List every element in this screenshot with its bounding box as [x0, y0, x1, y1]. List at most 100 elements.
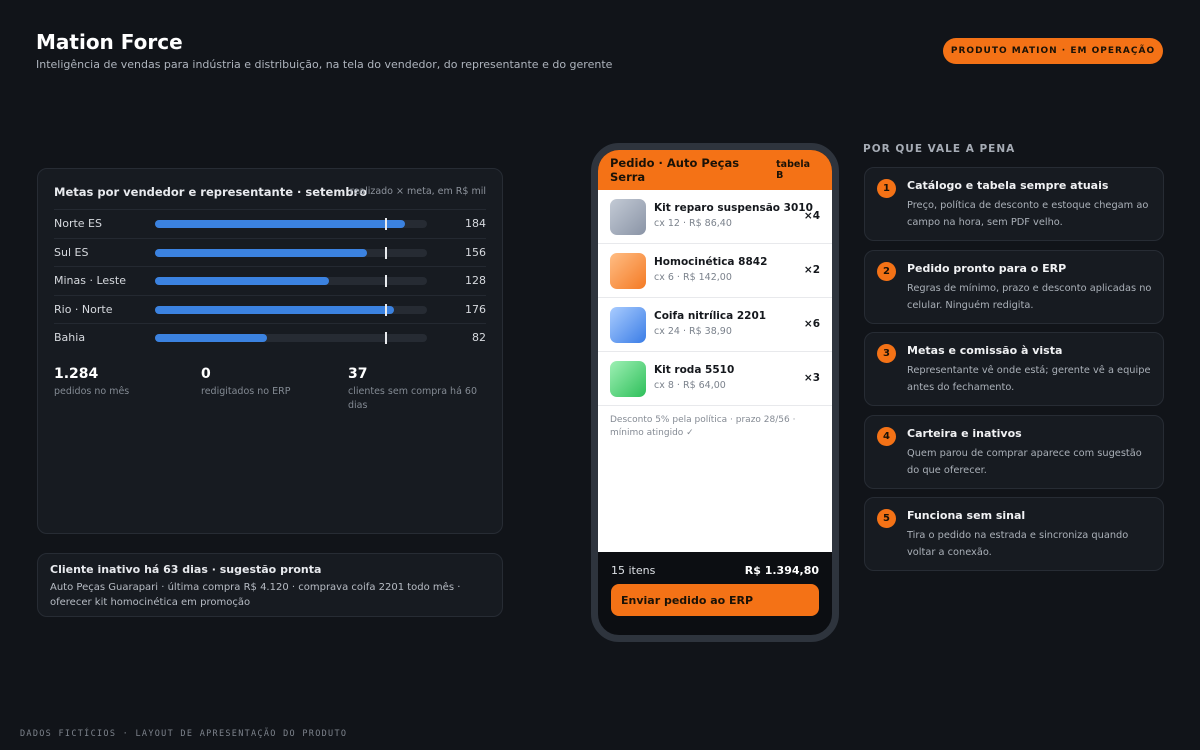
- status-badge: PRODUTO MATION · EM OPERAÇÃO: [943, 38, 1163, 64]
- benefit-title: Metas e comissão à vista: [907, 344, 1063, 357]
- order-item: Homocinética 8842 cx 6 · R$ 142,00 ×2: [598, 244, 832, 298]
- target-marker: [385, 332, 388, 344]
- price-table: tabela B: [776, 159, 811, 181]
- section-heading: POR QUE VALE A PENA: [863, 143, 1016, 155]
- row-value: 156: [465, 245, 486, 259]
- order-total: R$ 1.394,80: [744, 564, 819, 577]
- benefit-text: Regras de mínimo, prazo e desconto aplic…: [907, 282, 1152, 311]
- order-list: Kit reparo suspensão 3010 cx 12 · R$ 86,4…: [598, 190, 832, 552]
- benefit-card: 2 Pedido pronto para o ERP Regras de mínim…: [864, 249, 1164, 324]
- benefit-card: 1 Catálogo e tabela sempre atuais Preço, p…: [864, 167, 1164, 241]
- page-subtitle: Inteligência de vendas para indústria e …: [36, 58, 613, 71]
- goal-row: Minas · Leste 128: [54, 266, 486, 294]
- row-label: Rio · Norte: [54, 302, 113, 316]
- product-detail: cx 24 · R$ 38,90: [654, 326, 732, 337]
- product-qty: ×6: [803, 318, 820, 330]
- product-name: Homocinética 8842: [654, 256, 768, 268]
- product-qty: ×2: [803, 264, 820, 276]
- order-header: Pedido · Auto Peças Serra tabela B: [598, 150, 832, 190]
- target-marker: [385, 303, 388, 316]
- progress-bar: [155, 248, 368, 257]
- goal-row: Bahia 82: [54, 323, 486, 351]
- benefit-title: Carteira e inativos: [907, 426, 1022, 440]
- row-value: 128: [465, 274, 486, 287]
- stat-value: 37: [348, 366, 368, 382]
- benefit-card: 4 Carteira e inativos Quem parou de compra…: [864, 414, 1164, 489]
- benefit-number: 4: [877, 426, 896, 446]
- product-name: Kit reparo suspensão 3010: [654, 202, 813, 214]
- bar-track: [155, 303, 427, 316]
- row-label: Bahia: [54, 331, 86, 344]
- product-name: Coifa nitrílica 2201: [654, 310, 767, 322]
- goal-row: Norte ES 184: [54, 209, 486, 237]
- goal-row: Sul ES 156: [54, 237, 486, 266]
- order-item: Coifa nitrílica 2201 cx 24 · R$ 38,90 ×6: [598, 298, 832, 352]
- stat: 37 clientes sem compra há 60 dias: [348, 366, 488, 413]
- card-note: realizado × meta, em R$ mil: [349, 186, 486, 197]
- bar-track: [155, 246, 427, 259]
- stat: 1.284 pedidos no mês: [54, 366, 194, 399]
- row-label: Minas · Leste: [54, 274, 126, 287]
- product-detail: cx 12 · R$ 86,40: [654, 218, 732, 229]
- order-item: Kit roda 5510 cx 8 · R$ 64,00 ×3: [598, 352, 832, 406]
- alert-title: Cliente inativo há 63 dias · sugestão pr…: [50, 563, 322, 576]
- benefit-number: 5: [877, 509, 896, 528]
- progress-bar: [155, 220, 406, 228]
- product-qty: ×4: [803, 210, 820, 222]
- benefit-title: Catálogo e tabela sempre atuais: [907, 179, 1109, 192]
- product-detail: cx 6 · R$ 142,00: [654, 272, 732, 283]
- row-label: Sul ES: [54, 245, 89, 259]
- product-qty: ×3: [803, 372, 820, 384]
- goals-card: Metas por vendedor e representante · set…: [37, 168, 503, 534]
- footer: DADOS FICTÍCIOS · LAYOUT DE APRESENTAÇÃO…: [20, 729, 348, 739]
- bar-track: [155, 332, 427, 344]
- bar-track: [155, 275, 427, 287]
- progress-bar: [155, 334, 267, 342]
- goal-row: Rio · Norte 176: [54, 294, 486, 323]
- benefit-number: 2: [877, 261, 896, 281]
- product-thumbnail: [610, 361, 646, 397]
- benefit-text: Quem parou de comprar aparece com sugest…: [907, 447, 1142, 476]
- row-value: 184: [465, 217, 486, 230]
- benefit-title: Pedido pronto para o ERP: [907, 261, 1067, 275]
- benefit-card: 3 Metas e comissão à vista Representante v…: [864, 332, 1164, 406]
- stat-label: redigitados no ERP: [201, 386, 291, 397]
- product-name: Kit roda 5510: [654, 364, 735, 376]
- submit-button[interactable]: Enviar pedido ao ERP: [611, 584, 819, 616]
- benefit-number: 3: [877, 344, 896, 363]
- row-value: 176: [465, 302, 486, 316]
- target-marker: [385, 218, 388, 230]
- product-thumbnail: [610, 307, 646, 343]
- target-marker: [385, 246, 388, 259]
- benefit-title: Funciona sem sinal: [907, 509, 1026, 522]
- bar-track: [155, 218, 427, 230]
- stat-label: clientes sem compra há 60 dias: [348, 386, 477, 411]
- alert-text: Auto Peças Guarapari · última compra R$ …: [50, 582, 461, 608]
- stat-label: pedidos no mês: [54, 386, 130, 397]
- order-item: Kit reparo suspensão 3010 cx 12 · R$ 86,4…: [598, 190, 832, 244]
- product-thumbnail: [610, 253, 646, 289]
- target-marker: [385, 275, 388, 287]
- order-note: Desconto 5% pela política · prazo 28/56 …: [610, 415, 796, 438]
- stat-value: 1.284: [54, 366, 99, 382]
- stat-value: 0: [201, 366, 211, 382]
- card-title: Metas por vendedor e representante · set…: [54, 185, 368, 199]
- benefit-text: Tira o pedido na estrada e sincroniza qu…: [907, 530, 1129, 558]
- page-title: Mation Force: [36, 30, 183, 54]
- benefit-card: 5 Funciona sem sinal Tira o pedido na estr…: [864, 497, 1164, 571]
- product-detail: cx 8 · R$ 64,00: [654, 380, 726, 391]
- benefit-number: 1: [877, 179, 896, 198]
- alert-card: Cliente inativo há 63 dias · sugestão pr…: [37, 553, 503, 617]
- phone-mockup: Pedido · Auto Peças Serra tabela B Kit r…: [591, 143, 839, 642]
- order-title: Pedido · Auto Peças Serra: [610, 156, 740, 184]
- row-label: Norte ES: [54, 217, 102, 230]
- progress-bar: [155, 277, 330, 285]
- product-thumbnail: [610, 199, 646, 235]
- item-count: 15 itens: [611, 564, 656, 577]
- progress-bar: [155, 305, 395, 314]
- benefit-text: Preço, política de desconto e estoque ch…: [907, 200, 1149, 228]
- row-value: 82: [472, 331, 486, 344]
- stat: 0 redigitados no ERP: [201, 366, 341, 399]
